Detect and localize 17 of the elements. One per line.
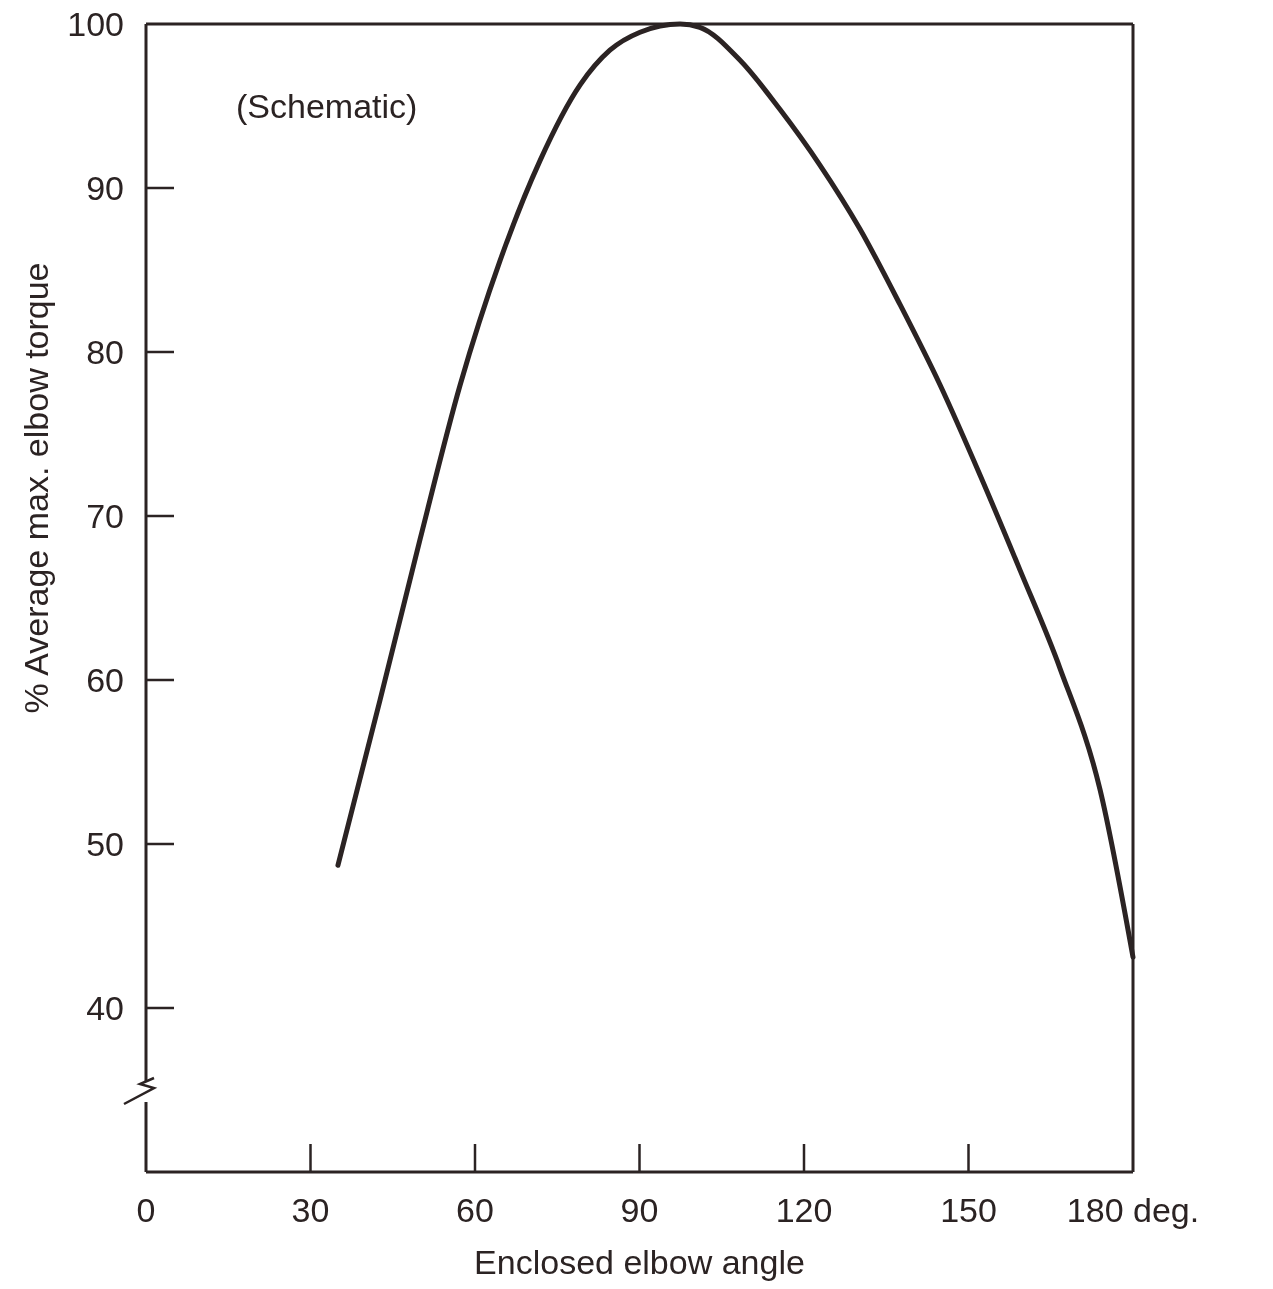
x-tick-label: 0	[136, 1191, 156, 1229]
y-tick-label: 50	[86, 825, 124, 863]
x-tick-label: 60	[456, 1191, 494, 1229]
y-tick-label: 70	[86, 497, 124, 535]
x-tick-label: 180 deg.	[1066, 1191, 1200, 1229]
y-tick-label: 90	[86, 169, 124, 207]
y-tick-label: 80	[86, 333, 124, 371]
y-tick-label: 60	[86, 661, 124, 699]
y-axis-title: % Average max. elbow torque	[17, 262, 55, 714]
x-tick-label: 30	[291, 1191, 330, 1229]
annotation: (Schematic)	[236, 87, 418, 125]
y-tick-label: 40	[86, 989, 124, 1027]
y-tick-label: 100	[67, 5, 124, 43]
x-tick-label: 150	[940, 1191, 997, 1229]
x-tick-label: 90	[620, 1191, 659, 1229]
x-axis-title: Enclosed elbow angle	[474, 1243, 805, 1281]
x-tick-label: 120	[775, 1191, 833, 1229]
